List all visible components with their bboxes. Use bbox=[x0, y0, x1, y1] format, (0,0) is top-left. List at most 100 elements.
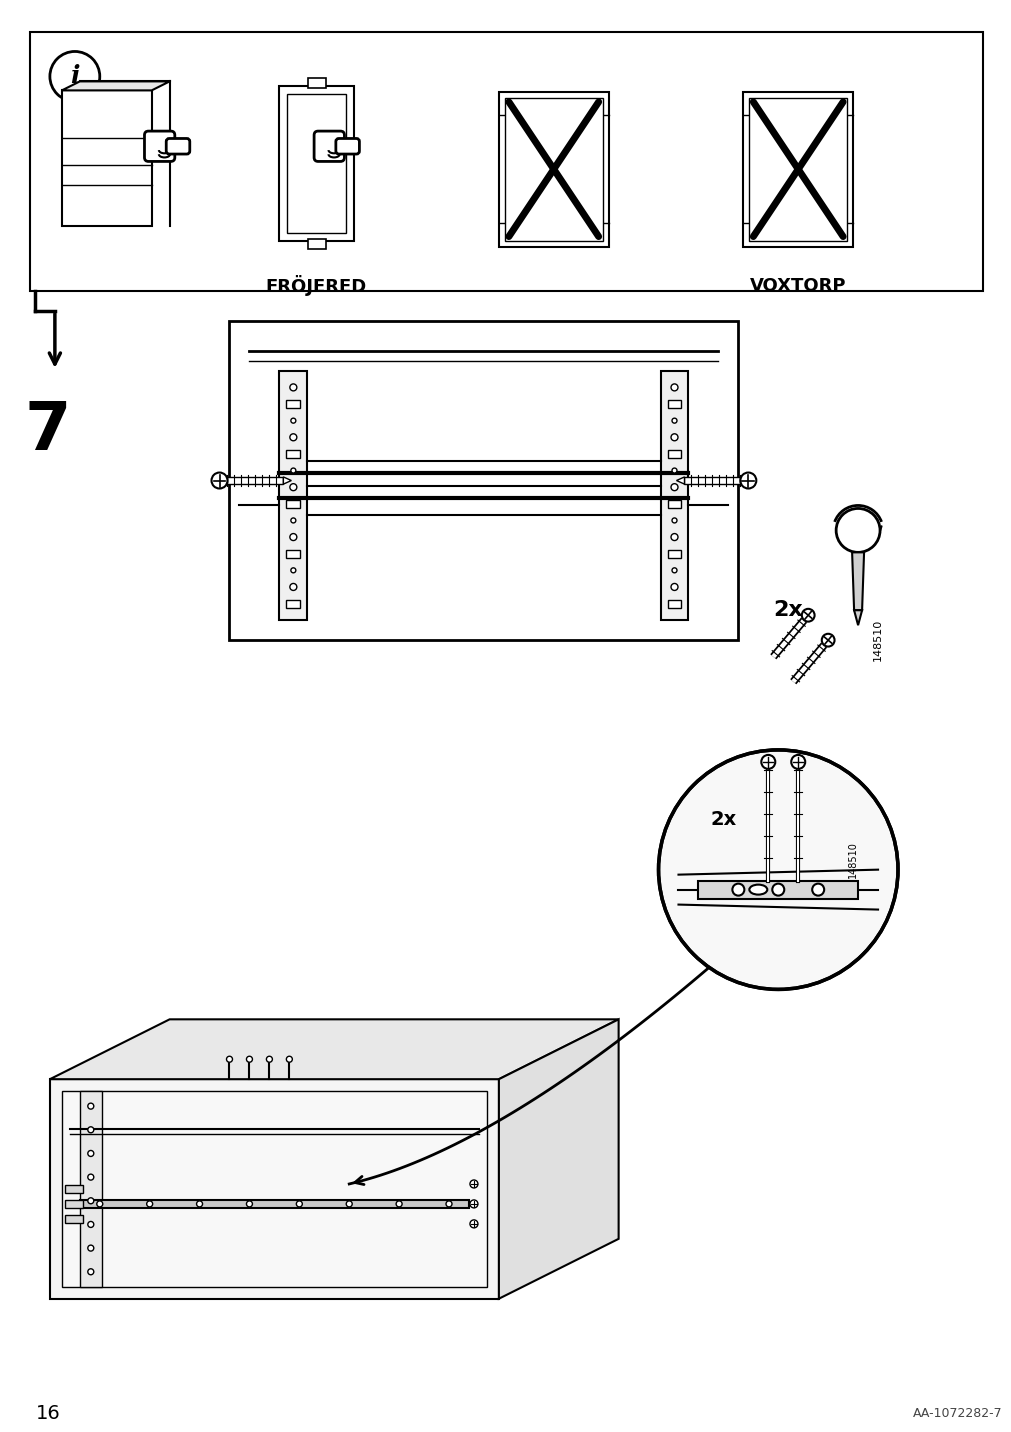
Bar bbox=[667, 550, 680, 557]
Circle shape bbox=[821, 634, 834, 647]
Polygon shape bbox=[851, 553, 863, 610]
Bar bbox=[660, 371, 687, 620]
Circle shape bbox=[469, 1200, 477, 1209]
FancyBboxPatch shape bbox=[313, 132, 344, 162]
Bar bbox=[698, 881, 857, 899]
Circle shape bbox=[671, 418, 676, 422]
Circle shape bbox=[760, 755, 774, 769]
Circle shape bbox=[196, 1201, 202, 1207]
Bar bbox=[743, 92, 852, 246]
Circle shape bbox=[469, 1180, 477, 1189]
Bar bbox=[667, 450, 680, 458]
Bar bbox=[279, 371, 307, 620]
Polygon shape bbox=[853, 610, 861, 626]
Circle shape bbox=[801, 609, 814, 621]
Bar bbox=[307, 79, 326, 89]
Circle shape bbox=[670, 534, 677, 540]
Text: 2x: 2x bbox=[772, 600, 803, 620]
Circle shape bbox=[289, 583, 296, 590]
Circle shape bbox=[88, 1127, 94, 1133]
Circle shape bbox=[812, 884, 823, 895]
Circle shape bbox=[88, 1174, 94, 1180]
Polygon shape bbox=[675, 477, 683, 484]
Circle shape bbox=[290, 468, 295, 473]
Circle shape bbox=[247, 1057, 252, 1063]
Polygon shape bbox=[498, 1020, 618, 1299]
Bar bbox=[30, 32, 982, 291]
Bar bbox=[80, 1091, 102, 1287]
Circle shape bbox=[290, 418, 295, 422]
Circle shape bbox=[346, 1201, 352, 1207]
Circle shape bbox=[658, 750, 897, 990]
Bar bbox=[286, 400, 300, 408]
Text: AA-1072282-7: AA-1072282-7 bbox=[912, 1408, 1002, 1421]
Circle shape bbox=[290, 518, 295, 523]
Bar bbox=[683, 477, 740, 484]
Circle shape bbox=[88, 1221, 94, 1227]
Bar bbox=[667, 400, 680, 408]
Circle shape bbox=[671, 569, 676, 573]
Text: 2x: 2x bbox=[710, 811, 736, 829]
Circle shape bbox=[835, 508, 880, 553]
Bar bbox=[229, 321, 738, 640]
Polygon shape bbox=[283, 477, 291, 484]
Bar bbox=[287, 95, 346, 233]
Circle shape bbox=[446, 1201, 452, 1207]
Circle shape bbox=[266, 1057, 272, 1063]
Circle shape bbox=[50, 52, 100, 102]
Circle shape bbox=[670, 384, 677, 391]
Circle shape bbox=[226, 1057, 233, 1063]
Polygon shape bbox=[50, 1080, 498, 1299]
Bar bbox=[286, 600, 300, 607]
FancyBboxPatch shape bbox=[145, 132, 175, 162]
Circle shape bbox=[732, 884, 744, 895]
Circle shape bbox=[671, 468, 676, 473]
Circle shape bbox=[670, 434, 677, 441]
Bar bbox=[286, 550, 300, 557]
Circle shape bbox=[88, 1103, 94, 1110]
Circle shape bbox=[88, 1150, 94, 1157]
Circle shape bbox=[88, 1197, 94, 1204]
Bar bbox=[748, 97, 846, 241]
Bar bbox=[62, 90, 152, 226]
Circle shape bbox=[147, 1201, 153, 1207]
Circle shape bbox=[469, 1220, 477, 1227]
Bar bbox=[62, 1091, 486, 1287]
Circle shape bbox=[211, 473, 227, 488]
Bar bbox=[307, 239, 326, 249]
Text: VOXTORP: VOXTORP bbox=[749, 276, 845, 295]
Circle shape bbox=[670, 583, 677, 590]
Circle shape bbox=[671, 518, 676, 523]
Polygon shape bbox=[62, 82, 170, 90]
Bar bbox=[279, 86, 354, 241]
Circle shape bbox=[670, 484, 677, 491]
Bar bbox=[80, 1200, 468, 1209]
FancyBboxPatch shape bbox=[166, 139, 190, 155]
Text: 16: 16 bbox=[35, 1403, 61, 1423]
Circle shape bbox=[771, 884, 784, 895]
Bar bbox=[498, 92, 608, 246]
Bar bbox=[667, 500, 680, 508]
Circle shape bbox=[289, 384, 296, 391]
Bar bbox=[667, 600, 680, 607]
Circle shape bbox=[296, 1201, 302, 1207]
Circle shape bbox=[286, 1057, 292, 1063]
Bar bbox=[504, 97, 603, 241]
Ellipse shape bbox=[748, 885, 766, 895]
Circle shape bbox=[97, 1201, 103, 1207]
Circle shape bbox=[791, 755, 805, 769]
FancyBboxPatch shape bbox=[336, 139, 359, 155]
Bar bbox=[227, 477, 283, 484]
Text: i: i bbox=[70, 64, 80, 89]
Circle shape bbox=[289, 434, 296, 441]
Circle shape bbox=[88, 1244, 94, 1252]
Text: 7: 7 bbox=[24, 398, 71, 464]
Circle shape bbox=[740, 473, 755, 488]
Text: 148510: 148510 bbox=[872, 619, 883, 662]
Bar bbox=[286, 500, 300, 508]
Text: FRÖJERED: FRÖJERED bbox=[266, 275, 367, 296]
Bar bbox=[286, 450, 300, 458]
Text: 148510: 148510 bbox=[847, 841, 857, 878]
Circle shape bbox=[247, 1201, 252, 1207]
Bar bbox=[65, 1214, 83, 1223]
